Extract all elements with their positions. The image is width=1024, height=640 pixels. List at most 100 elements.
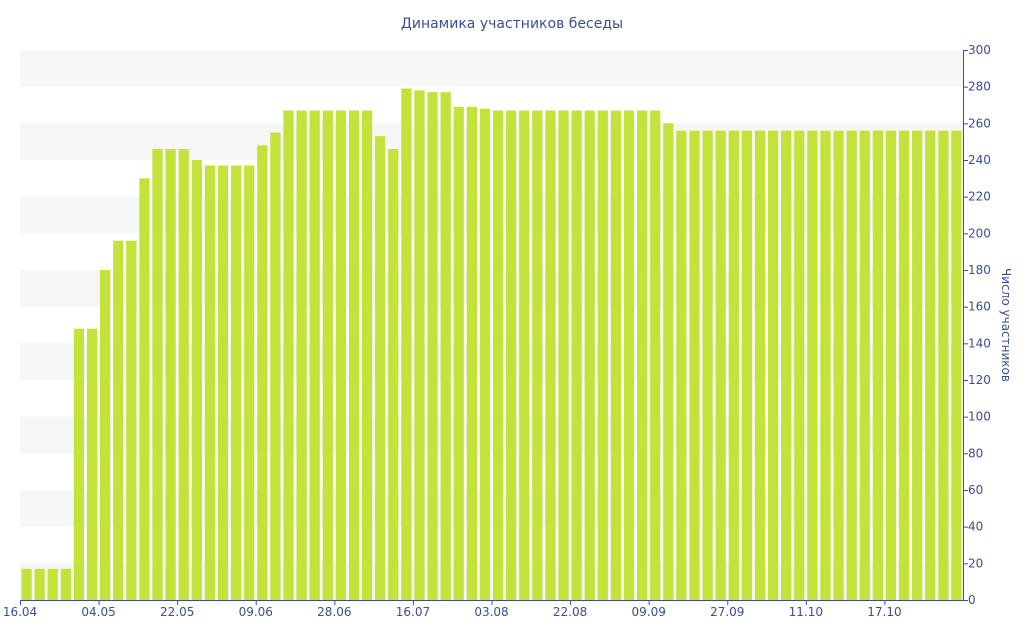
bar (794, 130, 805, 601)
bar (21, 568, 32, 600)
bar (270, 132, 281, 600)
y-tick-label: 40 (968, 520, 983, 534)
x-tick-label: 09.09 (631, 605, 665, 619)
grid-band (20, 343, 963, 380)
bar (925, 130, 936, 601)
grid-band (20, 270, 963, 307)
y-axis-label: Число участников (999, 268, 1013, 382)
bar (335, 110, 346, 600)
bar (231, 165, 242, 600)
y-tick-label: 0 (968, 593, 976, 607)
bar (296, 110, 307, 600)
x-tick-label: 27.09 (710, 605, 744, 619)
y-tick-label: 220 (968, 190, 991, 204)
bar (427, 92, 438, 601)
grid-band (20, 123, 963, 160)
bar (741, 130, 753, 601)
x-ticks: 16.04 04.05 22.05 09.06 28.06 16.07 03.08 22.08… (3, 600, 902, 619)
bar (663, 123, 674, 600)
bar (126, 240, 137, 601)
x-tick-label: 16.04 (3, 605, 37, 619)
bar (348, 110, 360, 600)
x-tick-label: 11.10 (789, 605, 823, 619)
y-tick-label: 300 (968, 43, 991, 57)
bar (322, 110, 333, 600)
bar (414, 90, 425, 600)
bar (191, 160, 202, 600)
bar (820, 130, 831, 601)
bar (807, 130, 818, 601)
y-tick-label: 180 (968, 263, 991, 277)
x-tick-label: 28.06 (317, 605, 351, 619)
x-tick-label: 03.08 (474, 605, 508, 619)
bar (257, 145, 268, 600)
bar (558, 110, 569, 600)
grid-bands (20, 50, 963, 600)
bar (47, 568, 58, 600)
y-tick-label: 20 (968, 556, 983, 570)
bar (440, 92, 451, 601)
bar (178, 149, 189, 600)
x-tick-label: 16.07 (396, 605, 430, 619)
bar (715, 130, 726, 601)
x-tick-label: 09.06 (239, 605, 273, 619)
bar (597, 110, 608, 600)
bar (912, 130, 923, 601)
bar (479, 108, 491, 601)
bar (650, 110, 661, 600)
bar (86, 328, 98, 600)
bar (846, 130, 857, 601)
x-tick-label: 22.08 (553, 605, 587, 619)
bar (73, 328, 85, 600)
bar (676, 130, 687, 601)
bar (532, 110, 543, 600)
bar (100, 270, 111, 600)
bar (872, 130, 883, 601)
bar (34, 568, 45, 600)
chart-title: Динамика участников беседы (401, 16, 623, 32)
y-tick-label: 100 (968, 410, 991, 424)
bar (519, 110, 530, 600)
grid-band (20, 196, 963, 234)
bar (885, 130, 897, 601)
bar (466, 106, 477, 600)
bar (702, 130, 713, 601)
bar (309, 110, 320, 600)
y-tick-label: 160 (968, 300, 991, 314)
bar (545, 110, 556, 600)
bar (375, 136, 386, 601)
bar (60, 568, 71, 600)
bar (754, 130, 766, 601)
y-tick-label: 80 (968, 446, 983, 460)
y-tick-label: 120 (968, 373, 991, 387)
bar (506, 110, 517, 600)
bar (833, 130, 844, 601)
bar (283, 110, 294, 600)
bar (637, 110, 648, 600)
bar (139, 178, 150, 600)
x-tick-label: 17.10 (867, 605, 901, 619)
bar (767, 130, 779, 601)
bar (571, 110, 582, 600)
y-tick-label: 240 (968, 153, 991, 167)
bar (453, 106, 464, 600)
bar (388, 149, 399, 600)
bar (623, 110, 635, 600)
y-tick-label: 200 (968, 226, 991, 240)
grid-band (20, 490, 963, 527)
bars-group (21, 88, 962, 601)
x-tick-label: 22.05 (160, 605, 194, 619)
bar (610, 110, 622, 600)
y-ticks: 0 20 40 60 80 100 120 140 160 180 200 220 240 260 280 3… (963, 43, 991, 607)
bar (898, 130, 910, 601)
grid-band (20, 50, 963, 87)
y-tick-label: 260 (968, 116, 991, 130)
bar (152, 149, 163, 600)
bar (951, 130, 962, 601)
bar (689, 130, 700, 601)
bar (584, 110, 595, 600)
bar (165, 149, 176, 600)
bar (244, 165, 255, 600)
bar (113, 240, 124, 601)
